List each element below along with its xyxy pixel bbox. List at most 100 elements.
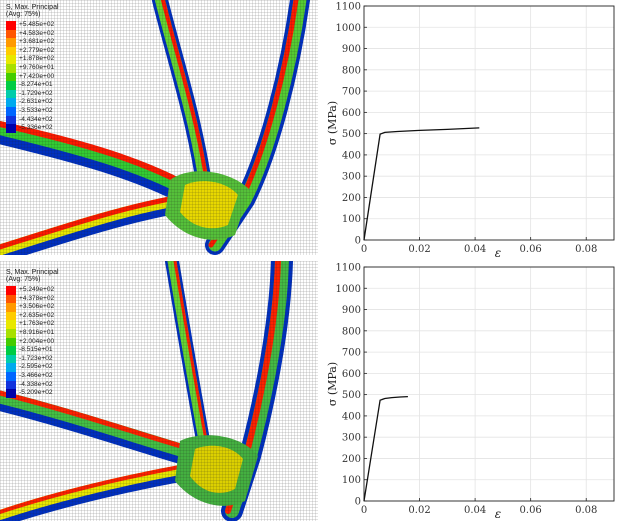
legend-row: -2.631e+02 (6, 98, 59, 107)
legend-row: -5.336e+02 (6, 124, 59, 133)
y-tick-label: 400 (342, 411, 361, 422)
legend-swatch (6, 63, 16, 73)
legend-rows: +5.249e+02 +4.378e+02 +3.506e+02 +2.635e+02… (6, 286, 59, 398)
legend-row: -5.209e+02 (6, 389, 59, 398)
legend-swatch (6, 55, 16, 64)
legend-value: -8.515e+01 (19, 346, 53, 354)
legend-row: +3.506e+02 (6, 303, 59, 312)
legend-row: +5.485e+02 (6, 21, 59, 30)
legend-swatch (6, 72, 16, 82)
y-tick-label: 200 (342, 193, 361, 204)
legend-row: +2.635e+02 (6, 311, 59, 321)
legend-value: -5.209e+02 (19, 389, 53, 397)
y-tick-label: 700 (342, 87, 361, 98)
legend-row: +8.916e+01 (6, 328, 59, 338)
legend-subtitle: (Avg: 75%) (6, 11, 41, 18)
legend-value: -2.595e+02 (19, 363, 53, 371)
legend-value: +4.583e+02 (19, 29, 55, 37)
legend-row: -4.338e+02 (6, 380, 59, 390)
x-tick-label: 0.08 (575, 244, 597, 255)
legend-swatch (6, 89, 16, 99)
fem-contour-bottom: S, Max. Principal (Avg: 75%) +5.249e+02 +… (0, 261, 318, 521)
legend-swatch (6, 371, 16, 381)
x-tick-label: 0.06 (520, 505, 542, 516)
legend-row: +2.779e+02 (6, 46, 59, 56)
legend-row: -2.595e+02 (6, 363, 59, 372)
legend-value: +7.420e+00 (19, 72, 55, 80)
legend-row: -3.466e+02 (6, 371, 59, 381)
x-axis-label: ε (495, 246, 501, 260)
legend-row: +4.583e+02 (6, 29, 59, 39)
legend-value: -1.729e+02 (19, 89, 53, 97)
chart-svg: 0 0.02 0.04 0.06 0.08 0 100 200 300 400 500 600 700 8… (326, 263, 615, 521)
x-tick-label: 0.02 (408, 505, 430, 516)
legend-value: +2.004e+00 (19, 337, 55, 345)
plot-frame (363, 266, 615, 502)
legend-swatch (6, 389, 16, 398)
legend-swatch (6, 115, 16, 125)
y-tick-label: 300 (342, 433, 361, 444)
legend-row: +4.378e+02 (6, 294, 59, 304)
stress-strain-curve (363, 127, 480, 241)
y-tick-label: 200 (342, 454, 361, 465)
legend-value: +9.760e+01 (19, 63, 55, 71)
legend-value: +3.506e+02 (19, 303, 55, 311)
legend-row: +2.004e+00 (6, 337, 59, 347)
chart-svg: 0 0.02 0.04 0.06 0.08 0 100 200 300 400 500 600 700 8… (326, 2, 615, 260)
x-tick-label: 0.04 (464, 505, 486, 516)
legend-swatch (6, 106, 16, 116)
legend-row: +9.760e+01 (6, 63, 59, 73)
y-tick-label: 0 (355, 236, 361, 247)
legend-swatch (6, 46, 16, 56)
legend-swatch (6, 286, 16, 295)
x-tick-label: 0.06 (520, 244, 542, 255)
legend-swatch (6, 380, 16, 390)
legend-swatch (6, 328, 16, 338)
legend-swatch (6, 38, 16, 47)
legend-row: +5.249e+02 (6, 286, 59, 295)
legend-value: -3.533e+02 (19, 106, 53, 114)
legend-value: -4.434e+02 (19, 115, 53, 123)
legend-value: +5.485e+02 (19, 21, 55, 28)
stress-legend-top: S, Max. Principal (Avg: 75%) +5.485e+02 +… (6, 4, 59, 133)
legend-value: +3.681e+02 (19, 38, 55, 46)
y-axis-label: σ (MPa) (326, 362, 339, 406)
legend-title: S, Max. Principal (6, 4, 59, 11)
legend-row: +1.878e+02 (6, 55, 59, 64)
stress-strain-chart-top: 0 0.02 0.04 0.06 0.08 0 100 200 300 400 500 600 700 8… (318, 0, 617, 260)
y-tick-label: 300 (342, 172, 361, 183)
x-tick-label: 0 (361, 244, 367, 255)
y-tick-label: 900 (342, 305, 361, 316)
legend-swatch (6, 354, 16, 364)
y-tick-label: 800 (342, 326, 361, 337)
legend-value: +8.916e+01 (19, 328, 55, 336)
legend-value: +5.249e+02 (19, 286, 55, 293)
legend-value: +2.635e+02 (19, 311, 55, 319)
y-tick-label: 400 (342, 150, 361, 161)
y-tick-label: 0 (355, 497, 361, 508)
legend-row: +1.763e+02 (6, 320, 59, 329)
x-tick-label: 0.04 (464, 244, 486, 255)
legend-value: +1.878e+02 (19, 55, 55, 63)
legend-swatch (6, 303, 16, 312)
y-tick-label: 700 (342, 348, 361, 359)
legend-subtitle: (Avg: 75%) (6, 276, 41, 283)
legend-swatch (6, 21, 16, 30)
plot-frame (363, 5, 615, 241)
x-axis-label: ε (495, 507, 501, 521)
legend-row: -3.533e+02 (6, 106, 59, 116)
legend-swatch (6, 320, 16, 329)
legend-value: -2.631e+02 (19, 98, 53, 106)
fem-contour-top: S, Max. Principal (Avg: 75%) +5.485e+02 +… (0, 0, 318, 255)
legend-value: -4.338e+02 (19, 380, 53, 388)
y-tick-label: 800 (342, 65, 361, 76)
legend-swatch (6, 346, 16, 355)
legend-value: +1.763e+02 (19, 320, 55, 328)
legend-value: -3.466e+02 (19, 371, 53, 379)
legend-swatch (6, 124, 16, 133)
legend-value: +2.779e+02 (19, 46, 55, 54)
legend-swatch (6, 363, 16, 372)
x-tick-label: 0 (361, 505, 367, 516)
legend-swatch (6, 81, 16, 90)
y-axis-label: σ (MPa) (326, 101, 339, 145)
